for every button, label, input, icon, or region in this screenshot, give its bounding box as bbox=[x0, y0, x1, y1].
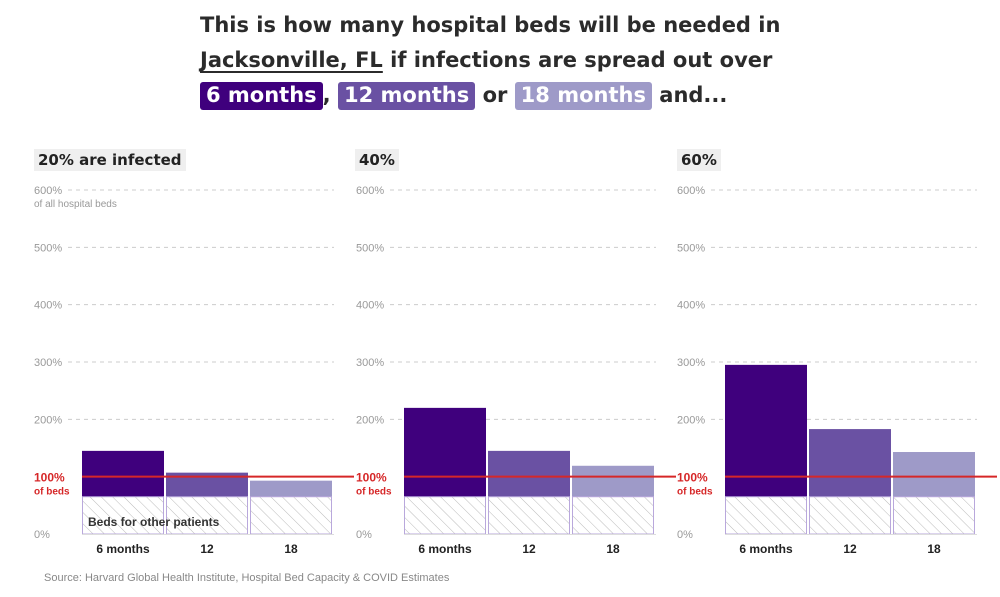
headline-text: This is how many hospital beds will be n… bbox=[200, 13, 781, 37]
y-tick-label: 0% bbox=[356, 529, 372, 541]
other-patients-hatch bbox=[725, 496, 807, 535]
other-patients-hatch bbox=[893, 496, 975, 535]
y-tick-label: 400% bbox=[356, 300, 384, 312]
y-axis-note: of all hospital beds bbox=[34, 199, 117, 210]
city-link[interactable]: Jacksonville, FL bbox=[200, 48, 383, 72]
other-patients-hatch bbox=[572, 496, 654, 535]
x-tick-label: 12 bbox=[522, 542, 536, 556]
other-patients-hatch bbox=[166, 496, 248, 535]
headline-line-2: Jacksonville, FL if infections are sprea… bbox=[200, 43, 820, 78]
reference-label: 100% bbox=[34, 471, 65, 485]
y-tick-label: 0% bbox=[34, 529, 50, 541]
chart-title-40: 40% bbox=[355, 149, 399, 171]
y-tick-label: 500% bbox=[677, 242, 705, 254]
pill-12-months: 12 months bbox=[337, 82, 476, 110]
other-patients-hatch bbox=[488, 496, 570, 535]
x-tick-label: 12 bbox=[200, 542, 214, 556]
other-patients-hatch bbox=[404, 496, 486, 535]
x-tick-label: 18 bbox=[927, 542, 941, 556]
reference-sublabel: of beds bbox=[34, 487, 70, 498]
y-tick-label: 500% bbox=[356, 242, 384, 254]
y-tick-label: 400% bbox=[677, 300, 705, 312]
headline-line-3: 6 months, 12 months or 18 months and... bbox=[200, 78, 820, 113]
y-tick-label: 600% bbox=[677, 185, 705, 197]
source-note: Source: Harvard Global Health Institute,… bbox=[44, 572, 450, 584]
separator: or bbox=[475, 83, 515, 107]
y-tick-label: 600% bbox=[356, 185, 384, 197]
y-tick-label: 600% bbox=[34, 185, 62, 197]
y-tick-label: 0% bbox=[677, 529, 693, 541]
reference-sublabel: of beds bbox=[356, 487, 392, 498]
chart-title-60: 60% bbox=[677, 149, 721, 171]
x-tick-label: 6 months bbox=[418, 542, 472, 556]
x-tick-label: 18 bbox=[284, 542, 298, 556]
y-tick-label: 200% bbox=[34, 414, 62, 426]
y-tick-label: 300% bbox=[356, 357, 384, 369]
reference-label: 100% bbox=[677, 471, 708, 485]
y-tick-label: 200% bbox=[356, 414, 384, 426]
pill-6-months: 6 months bbox=[200, 82, 323, 110]
chart-title-20: 20% are infected bbox=[34, 149, 186, 171]
headline: This is how many hospital beds will be n… bbox=[200, 8, 820, 113]
x-tick-label: 18 bbox=[606, 542, 620, 556]
y-tick-label: 500% bbox=[34, 242, 62, 254]
other-patients-hatch bbox=[250, 496, 332, 535]
other-patients-label: Beds for other patients bbox=[88, 515, 220, 529]
reference-sublabel: of beds bbox=[677, 487, 713, 498]
x-tick-label: 6 months bbox=[739, 542, 793, 556]
x-tick-label: 12 bbox=[843, 542, 857, 556]
headline-tail: and... bbox=[651, 83, 728, 107]
y-tick-label: 400% bbox=[34, 300, 62, 312]
headline-line-1: This is how many hospital beds will be n… bbox=[200, 8, 820, 43]
pill-18-months: 18 months bbox=[514, 82, 652, 110]
y-tick-label: 300% bbox=[677, 357, 705, 369]
y-tick-label: 300% bbox=[34, 357, 62, 369]
separator: , bbox=[322, 83, 338, 107]
reference-label: 100% bbox=[356, 471, 387, 485]
headline-text: if infections are spread out over bbox=[382, 48, 773, 72]
x-tick-label: 6 months bbox=[96, 542, 150, 556]
y-tick-label: 200% bbox=[677, 414, 705, 426]
other-patients-hatch bbox=[809, 496, 891, 535]
